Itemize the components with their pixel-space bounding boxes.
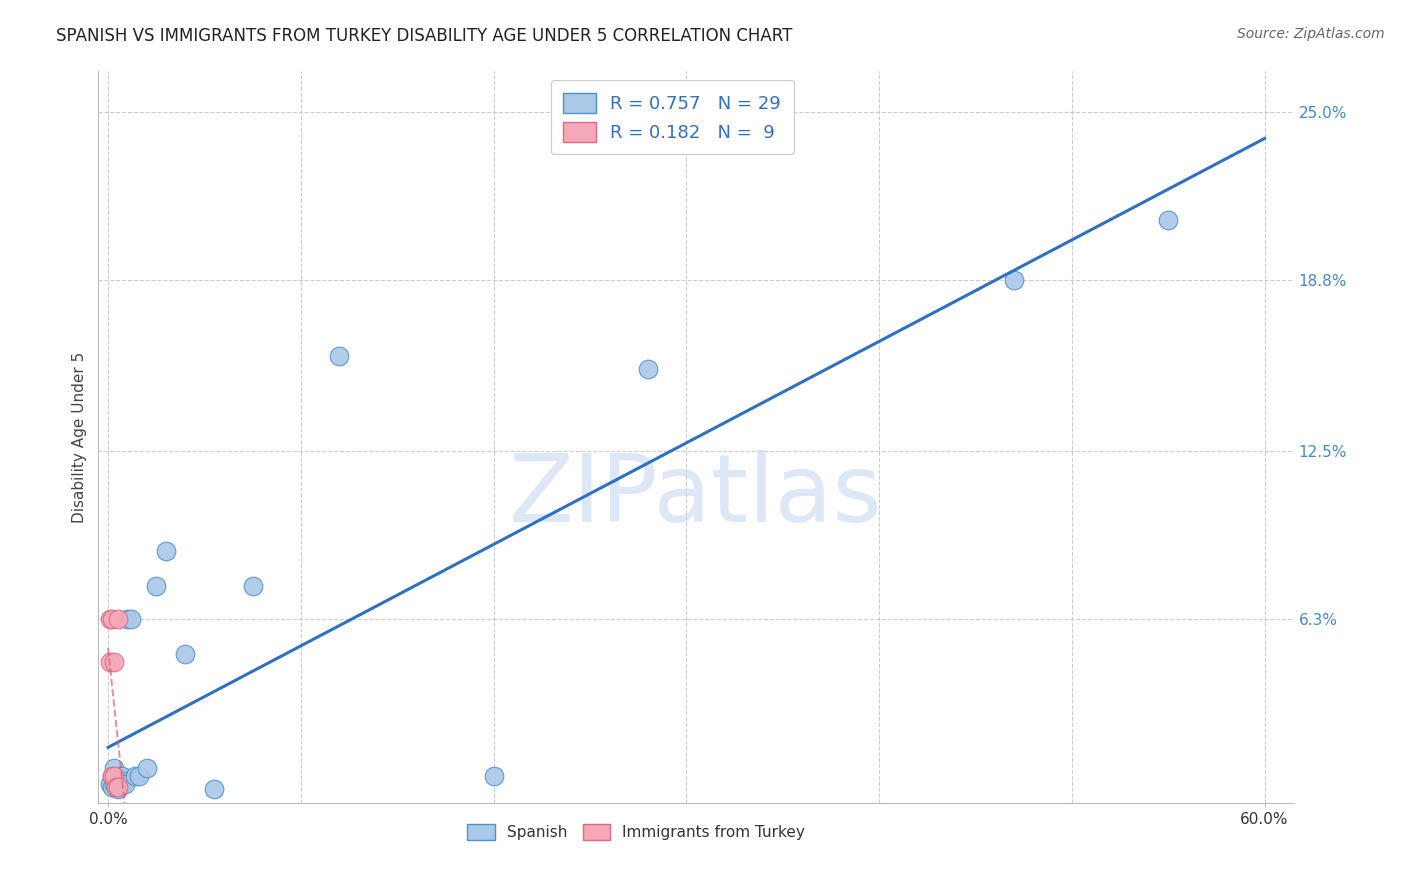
Point [174,647,197,661]
Point [202,782,225,797]
Point [637,362,659,376]
Point [103,761,125,775]
Point [128,769,150,783]
Point [328,349,350,363]
Point [101,769,124,783]
Text: SPANISH VS IMMIGRANTS FROM TURKEY DISABILITY AGE UNDER 5 CORRELATION CHART: SPANISH VS IMMIGRANTS FROM TURKEY DISABI… [56,27,793,45]
Point [104,780,127,794]
Point [101,780,124,794]
Point [155,544,177,558]
Point [135,761,157,775]
Point [114,777,136,791]
Point [110,777,132,791]
Point [103,777,125,791]
Point [101,769,124,783]
Point [1002,273,1025,287]
Point [110,769,132,783]
Point [108,774,131,789]
Point [103,655,125,669]
Point [242,579,264,593]
Point [112,774,135,789]
Text: ZIPatlas: ZIPatlas [509,450,883,541]
Point [145,579,167,593]
Y-axis label: Disability Age Under 5: Disability Age Under 5 [72,351,87,523]
Point [107,782,129,797]
Point [108,769,131,783]
Point [98,611,121,625]
Legend: Spanish, Immigrants from Turkey: Spanish, Immigrants from Turkey [461,818,811,847]
Point [107,611,129,625]
Text: Source: ZipAtlas.com: Source: ZipAtlas.com [1237,27,1385,41]
Point [1157,213,1180,227]
Point [103,769,125,783]
Point [107,774,129,789]
Point [104,780,127,794]
Point [98,777,121,791]
Point [120,611,142,625]
Point [117,611,139,625]
Point [98,655,121,669]
Point [101,611,124,625]
Point [124,769,146,783]
Point [107,780,129,794]
Point [482,769,505,783]
